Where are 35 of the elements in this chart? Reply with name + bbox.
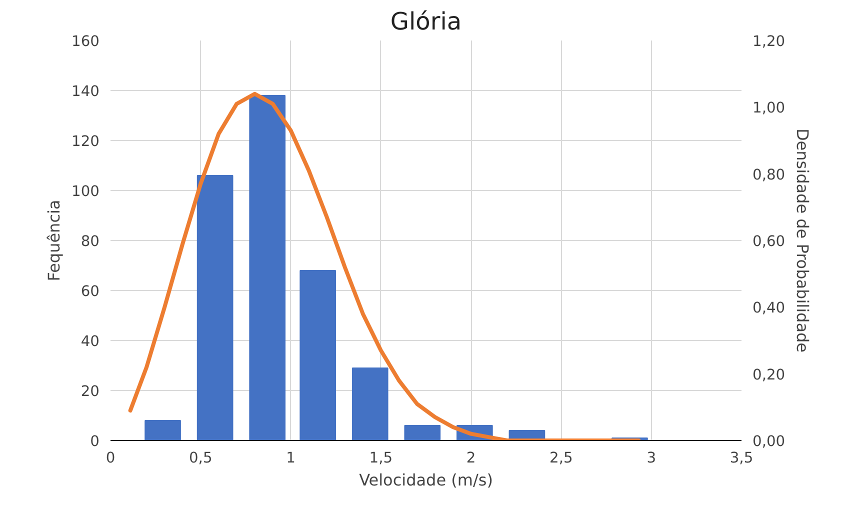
y2-tick-label: 0,00 xyxy=(752,433,786,450)
y2-tick-label: 1,20 xyxy=(752,33,786,50)
y2-axis-title: Densidade de Probabilidade xyxy=(793,128,812,353)
y-tick-label: 140 xyxy=(72,83,100,100)
x-axis-title: Velocidade (m/s) xyxy=(359,470,493,490)
y2-tick-label: 0,40 xyxy=(752,300,786,317)
y2-tick-label: 0,60 xyxy=(752,233,786,250)
y-tick-label: 80 xyxy=(80,233,100,250)
y-tick-label: 0 xyxy=(90,433,100,450)
x-tick-label: 2,5 xyxy=(550,450,573,466)
y2-tick-label: 1,00 xyxy=(752,100,786,117)
bar xyxy=(352,368,388,440)
y-tick-label: 160 xyxy=(72,33,100,50)
bar xyxy=(300,270,336,440)
y-tick-label: 40 xyxy=(80,333,100,350)
y2-tick-label: 0,80 xyxy=(752,166,786,184)
x-tick-label: 0,5 xyxy=(188,450,212,466)
x-tick-label: 2 xyxy=(466,450,476,466)
y-tick-label: 100 xyxy=(72,183,100,200)
x-tick-label: 1 xyxy=(286,450,296,466)
y-tick-label: 20 xyxy=(80,383,100,400)
bar xyxy=(249,95,286,440)
line-series xyxy=(128,92,641,440)
bar xyxy=(196,175,234,440)
y2-tick-label: 0,20 xyxy=(752,366,786,384)
y-axis-title: Fequência xyxy=(44,200,64,282)
y-tick-label: 60 xyxy=(80,283,100,300)
bar xyxy=(404,425,441,440)
x-tick-label: 0 xyxy=(106,450,116,466)
x-tick-label: 3 xyxy=(646,450,656,466)
y-tick-label: 120 xyxy=(72,133,100,150)
x-tick-label: 1,5 xyxy=(369,450,393,466)
chart-title: Glória xyxy=(390,8,462,36)
x-tick-label: 3,5 xyxy=(730,450,754,466)
bar xyxy=(144,420,181,440)
